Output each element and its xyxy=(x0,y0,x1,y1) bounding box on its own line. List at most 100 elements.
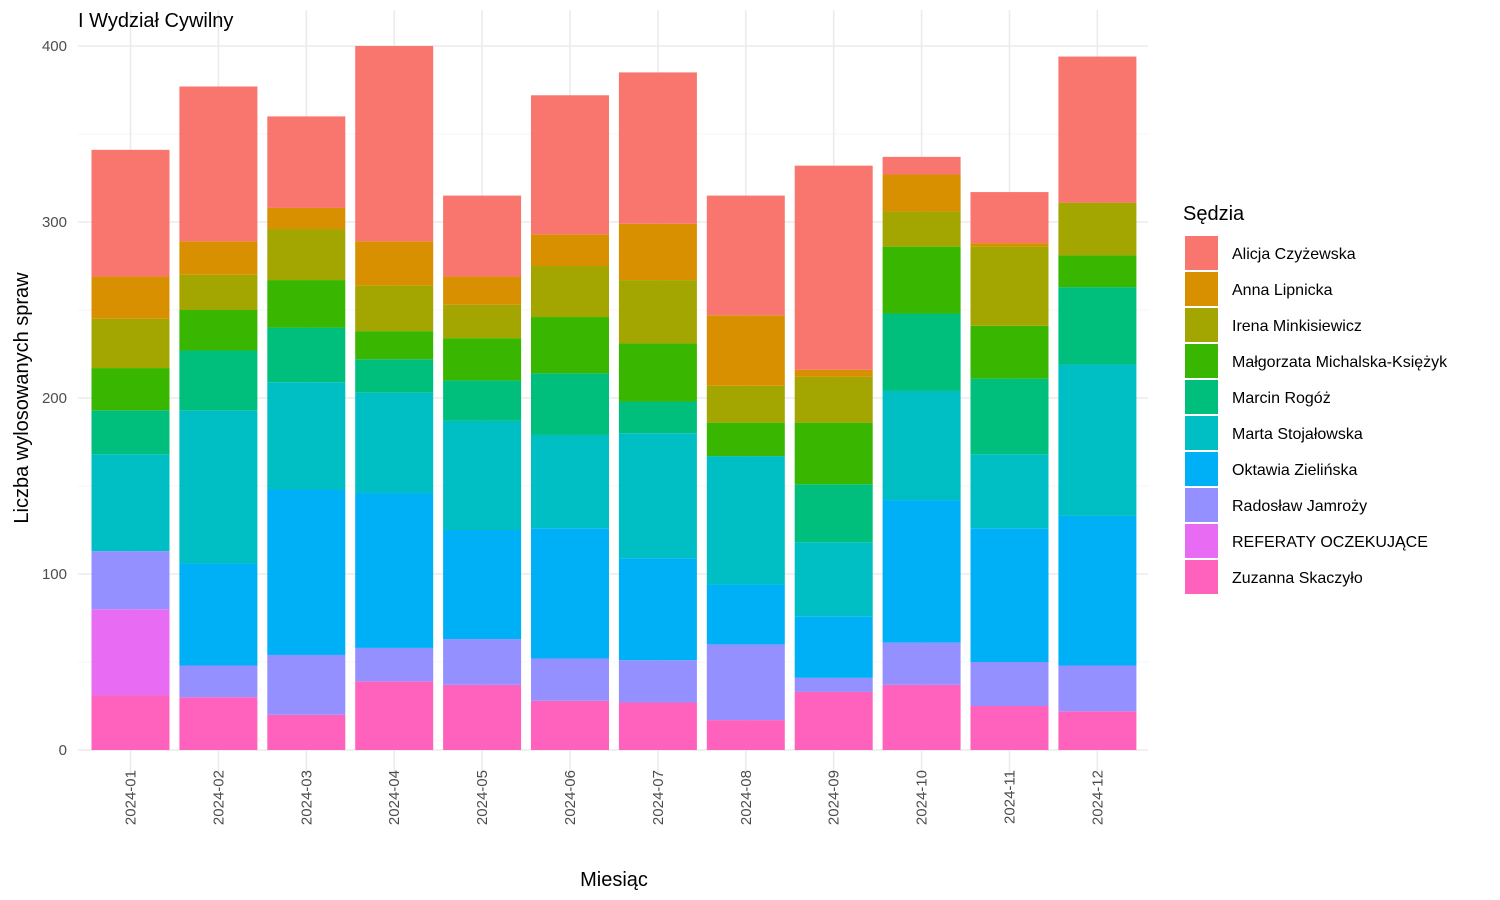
bar-segment xyxy=(531,234,609,266)
bar-segment xyxy=(91,609,170,696)
bar-segment xyxy=(618,433,697,559)
bar-segment xyxy=(1058,665,1137,712)
bar-segment xyxy=(531,266,609,318)
bar-segment xyxy=(1058,515,1137,666)
x-axis-ticks: 2024-01 2024-02 2024-03 2024-04 2024-05 2024-… xyxy=(123,770,1107,825)
bar-segment xyxy=(179,697,258,750)
bar-segment xyxy=(794,369,873,377)
bar-segment xyxy=(618,343,697,402)
bar-segment xyxy=(706,644,785,721)
bar-segment xyxy=(794,376,873,423)
bar-segment xyxy=(179,310,258,351)
bar-segment xyxy=(179,350,258,411)
x-tick-label: 2024-01 xyxy=(123,770,140,825)
chart-title: I Wydział Cywilny xyxy=(78,10,233,32)
bar-segment xyxy=(794,422,873,485)
bar-segment xyxy=(443,639,522,685)
legend-key xyxy=(1185,452,1218,486)
bar-segment xyxy=(794,616,873,678)
bar-segment xyxy=(882,174,961,212)
bar-segment xyxy=(970,528,1049,662)
bar-segment xyxy=(882,246,961,314)
bar-segment xyxy=(179,274,258,310)
bar-segment xyxy=(355,359,434,393)
legend-key xyxy=(1185,560,1218,594)
bar-segment xyxy=(970,454,1049,529)
bar-segment xyxy=(706,720,785,750)
bar-segment xyxy=(618,558,697,661)
bar-segment xyxy=(970,325,1049,379)
bar-segment xyxy=(882,313,961,391)
x-tick-label: 2024-04 xyxy=(386,770,403,825)
bar-segment xyxy=(267,714,346,750)
bar-segment xyxy=(91,454,170,552)
legend-label: Radosław Jamroży xyxy=(1232,498,1367,515)
bar-segment xyxy=(882,211,961,247)
bar-segment xyxy=(618,660,697,703)
bar-segment xyxy=(706,385,785,423)
bar-segment xyxy=(706,315,785,386)
bar-segment xyxy=(1058,711,1137,750)
bar-segment xyxy=(706,195,785,316)
bar-segment xyxy=(443,304,522,339)
x-axis-title: Miesiąc xyxy=(580,869,648,891)
bar-segment xyxy=(618,401,697,434)
bars xyxy=(91,46,1137,750)
bar-segment xyxy=(443,276,522,305)
legend-label: Alicja Czyżewska xyxy=(1232,246,1356,263)
bar-segment xyxy=(91,695,170,750)
legend-key xyxy=(1185,524,1218,558)
bar-segment xyxy=(794,542,873,617)
x-tick-label: 2024-11 xyxy=(1002,770,1019,824)
bar-segment xyxy=(355,392,434,494)
bar-segment xyxy=(91,318,170,369)
bar-segment xyxy=(267,654,346,715)
bar-segment xyxy=(443,684,522,750)
bar-segment xyxy=(91,410,170,455)
bar-segment xyxy=(1058,56,1137,203)
bar-segment xyxy=(91,368,170,411)
bar-segment xyxy=(91,276,170,319)
bar-segment xyxy=(618,223,697,281)
bar-segment xyxy=(267,280,346,328)
bar-segment xyxy=(970,706,1049,750)
legend-label: Małgorzata Michalska-Księżyk xyxy=(1232,354,1448,371)
legend-key xyxy=(1185,236,1218,270)
bar-segment xyxy=(970,246,1049,326)
bar-segment xyxy=(882,684,961,750)
bar-segment xyxy=(794,165,873,370)
legend-key xyxy=(1185,308,1218,342)
bar-segment xyxy=(531,373,609,435)
bar-segment xyxy=(355,46,434,242)
bar-segment xyxy=(179,563,258,666)
bar-segment xyxy=(443,530,522,640)
bar-segment xyxy=(882,500,961,643)
legend-label: Zuzanna Skaczyło xyxy=(1232,570,1363,587)
bar-segment xyxy=(91,551,170,610)
x-tick-label: 2024-03 xyxy=(298,770,315,825)
bar-segment xyxy=(267,207,346,230)
x-tick-label: 2024-02 xyxy=(210,770,227,825)
bar-segment xyxy=(355,331,434,360)
bar-segment xyxy=(355,647,434,682)
bar-segment xyxy=(794,691,873,750)
bar-segment xyxy=(267,327,346,383)
bar-segment xyxy=(1058,364,1137,516)
bar-segment xyxy=(443,420,522,530)
bar-segment xyxy=(267,116,346,208)
legend-label: Anna Lipnicka xyxy=(1232,282,1333,299)
y-tick-label: 300 xyxy=(42,214,67,231)
legend-items: Alicja Czyżewska Anna Lipnicka Irena Minki… xyxy=(1185,236,1448,594)
bar-segment xyxy=(91,149,170,277)
bar-segment xyxy=(179,665,258,698)
legend-key xyxy=(1185,380,1218,414)
bar-segment xyxy=(970,378,1049,455)
bar-segment xyxy=(355,285,434,332)
bar-segment xyxy=(970,192,1049,244)
bar-segment xyxy=(179,86,258,242)
bar-segment xyxy=(355,241,434,286)
bar-segment xyxy=(706,422,785,457)
bar-segment xyxy=(794,484,873,543)
bar-segment xyxy=(882,642,961,685)
legend-label: Irena Minkisiewicz xyxy=(1232,318,1362,335)
